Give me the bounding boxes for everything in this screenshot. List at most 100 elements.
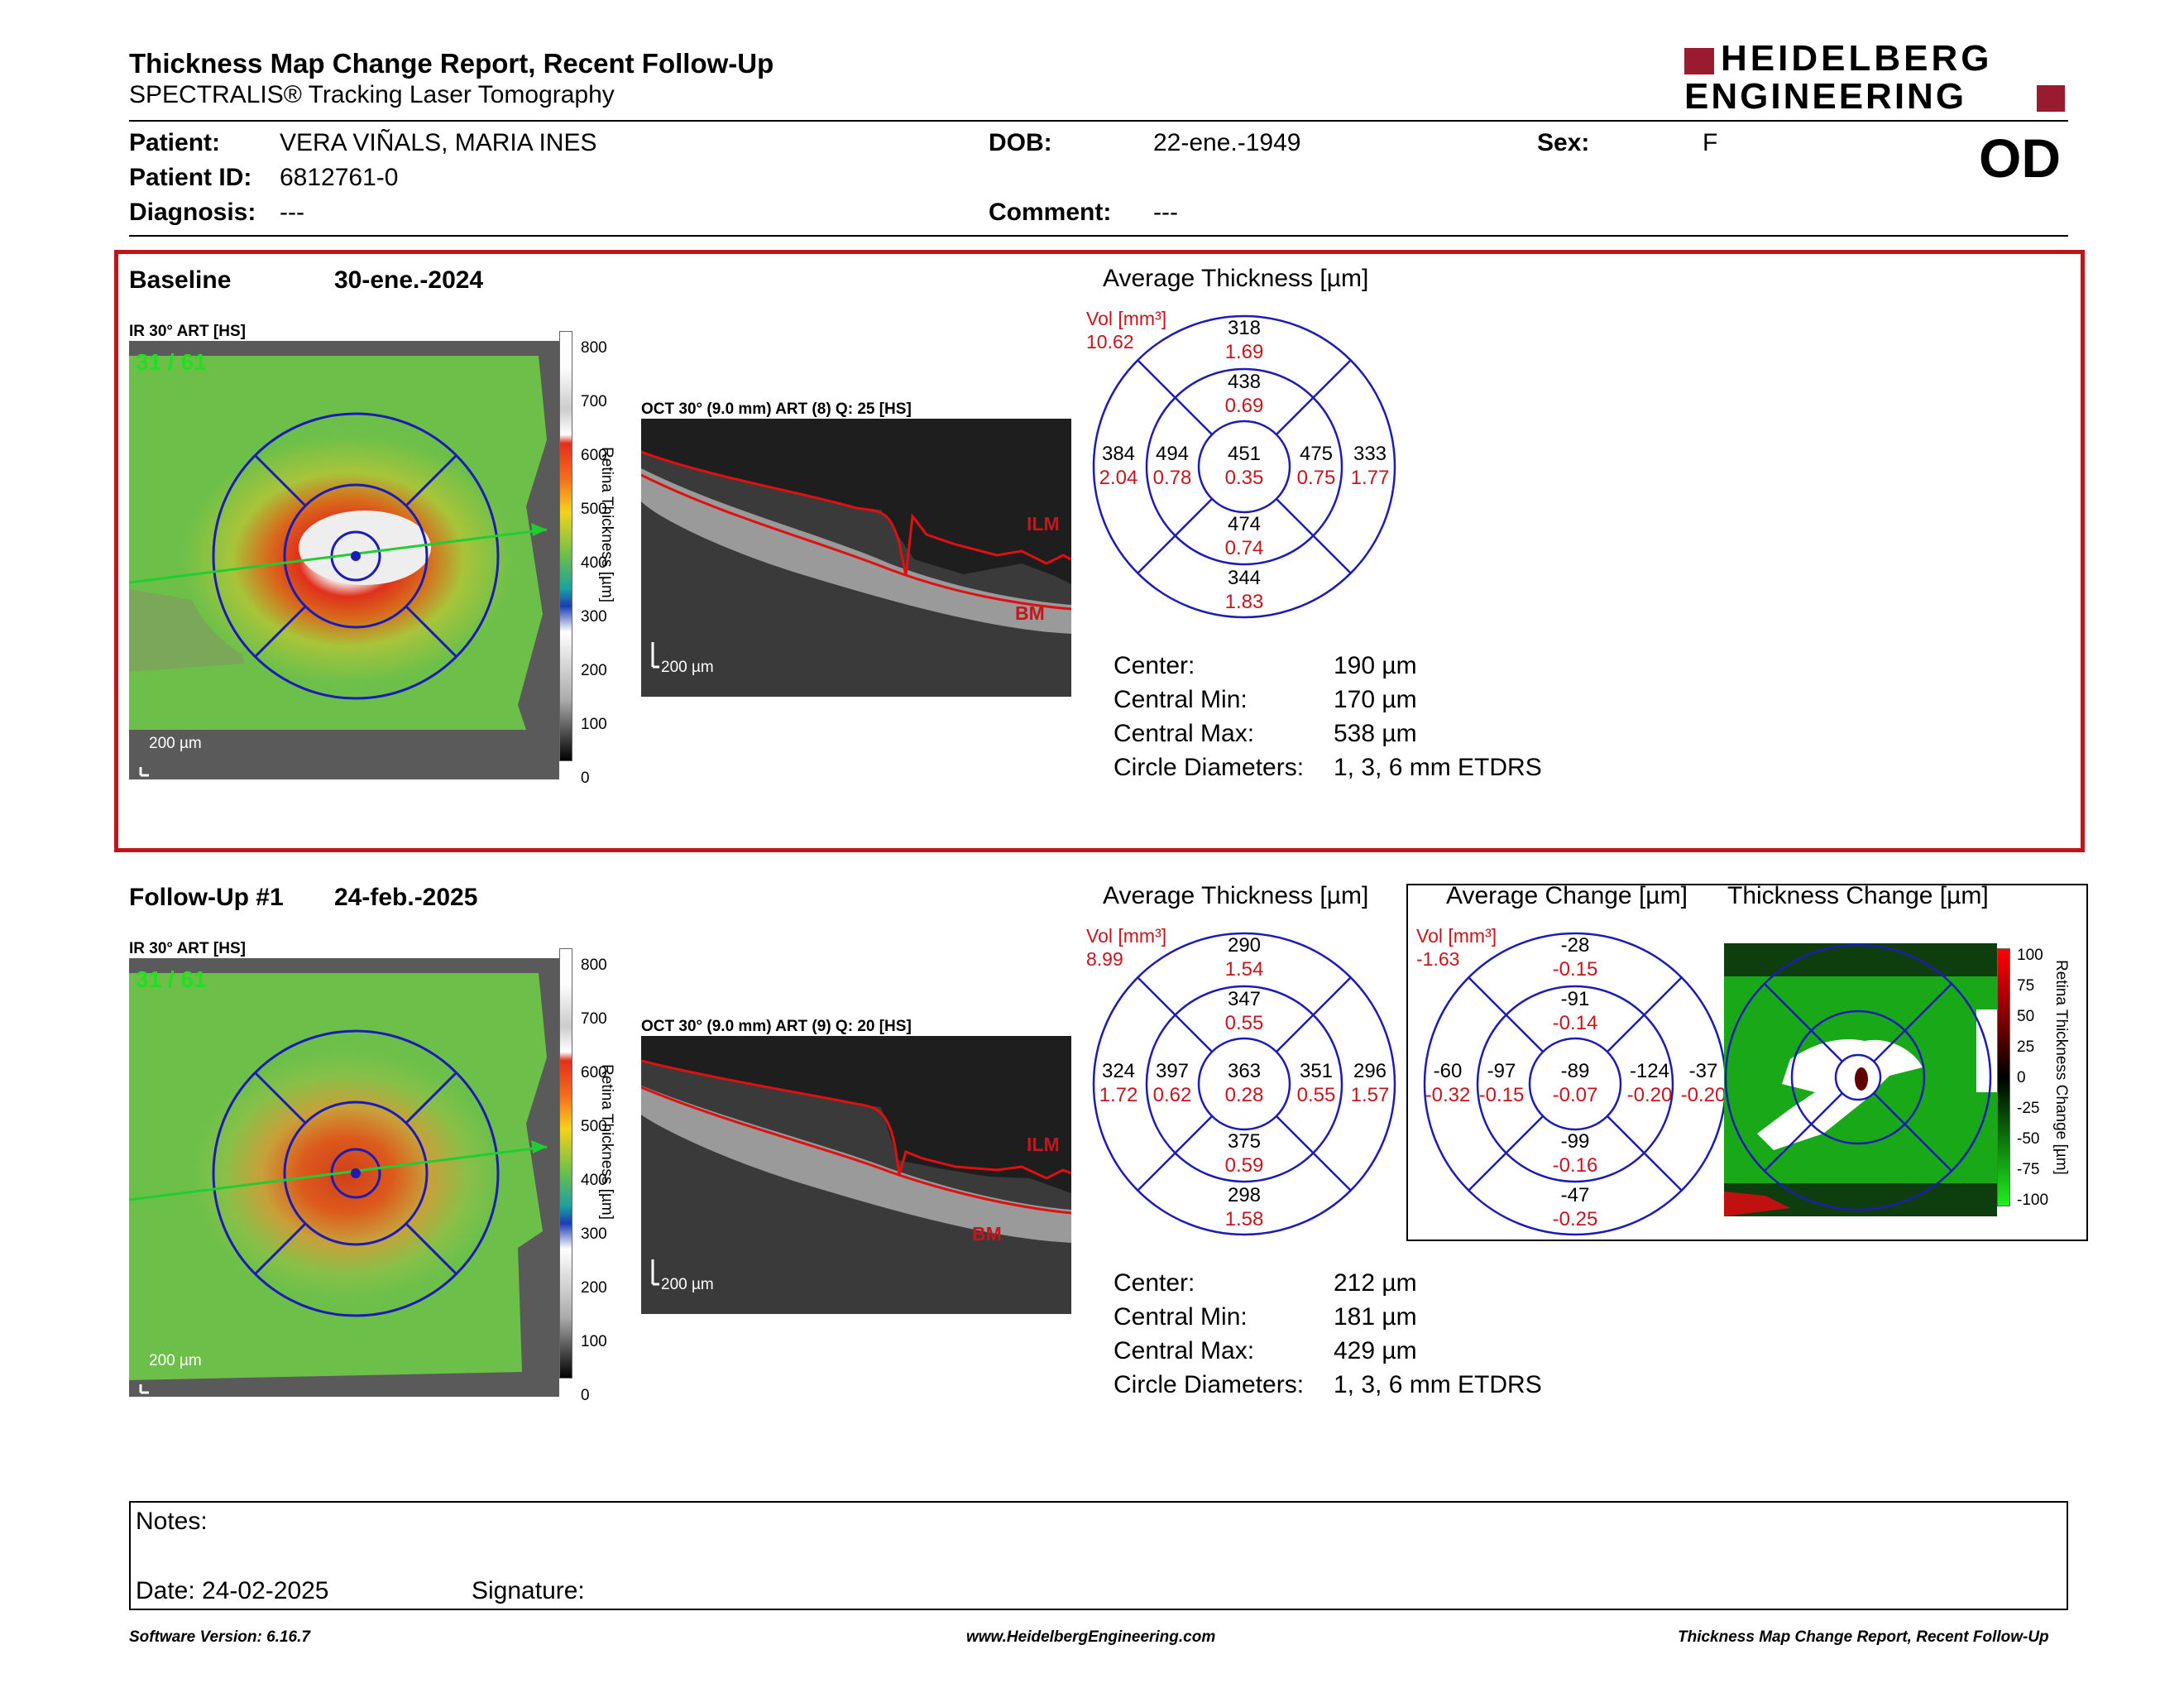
change-outer-bottom-vol: -0.25 — [1553, 1208, 1598, 1230]
followup-bm-label: BM — [972, 1223, 1002, 1244]
followup-colorbar-ticks: 800 700 600 500 400 300 200 100 0 — [581, 938, 607, 1422]
change-inner-bottom: -99 — [1561, 1130, 1590, 1153]
followup-inner-right: 351 — [1300, 1060, 1333, 1082]
followup-stat-max-label: Central Max: — [1114, 1337, 1255, 1364]
change-outer-top: -28 — [1561, 934, 1590, 957]
change-center-vol: -0.07 — [1553, 1084, 1598, 1106]
baseline-ir-label: IR 30° ART [HS] — [129, 323, 246, 340]
followup-outer-left-vol: 1.72 — [1099, 1084, 1138, 1106]
comment-label: Comment: — [989, 199, 1112, 226]
baseline-tick: 0 — [581, 770, 590, 787]
followup-inner-bottom: 375 — [1228, 1130, 1261, 1153]
baseline-vol-total: 10.62 — [1086, 331, 1134, 352]
followup-outer-right-vol: 1.57 — [1351, 1084, 1390, 1106]
followup-stat-min-value: 181 µm — [1334, 1303, 1417, 1331]
report-title: Thickness Map Change Report, Recent Foll… — [129, 48, 774, 79]
baseline-tick: 100 — [581, 716, 607, 733]
baseline-outer-top-vol: 1.69 — [1225, 341, 1264, 363]
followup-stat-center-value: 212 µm — [1334, 1269, 1417, 1297]
baseline-stat-max-label: Central Max: — [1114, 720, 1255, 747]
change-inner-bottom-vol: -0.16 — [1553, 1154, 1598, 1177]
followup-outer-top-vol: 1.54 — [1225, 958, 1264, 981]
followup-tick: 0 — [581, 1387, 590, 1404]
followup-inner-top-vol: 0.55 — [1225, 1012, 1264, 1034]
change-tick: -50 — [2017, 1130, 2040, 1148]
heidelberg-logo: HEIDELBERG ENGINEERING — [1684, 41, 2065, 117]
baseline-stat-diam-value: 1, 3, 6 mm ETDRS — [1334, 754, 1542, 781]
change-inner-right-vol: -0.20 — [1627, 1084, 1673, 1106]
followup-outer-bottom-vol: 1.58 — [1225, 1208, 1264, 1230]
followup-colorbar — [559, 948, 572, 1379]
followup-tick: 500 — [581, 1118, 607, 1135]
baseline-stat-max-value: 538 µm — [1334, 720, 1417, 747]
followup-outer-top: 290 — [1228, 934, 1261, 957]
change-inner-right: -124 — [1630, 1060, 1669, 1082]
change-outer-right: -37 — [1689, 1060, 1718, 1082]
baseline-center-vol: 0.35 — [1225, 467, 1264, 489]
thickness-change-map — [1724, 943, 1997, 1216]
change-avg-title: Average Change [µm] — [1446, 882, 1688, 909]
baseline-inner-left: 494 — [1156, 443, 1189, 465]
followup-oct-label: OCT 30° (9.0 mm) ART (9) Q: 20 [HS] — [641, 1018, 912, 1035]
change-section — [1406, 884, 2088, 1241]
baseline-vol-label: Vol [mm³] — [1086, 308, 1167, 329]
footer-report-name: Thickness Map Change Report, Recent Foll… — [1678, 1628, 2049, 1646]
followup-stat-max-value: 429 µm — [1334, 1337, 1417, 1364]
followup-oct-scan: ILM BM 200 µm — [641, 1036, 1071, 1314]
report-subtitle: SPECTRALIS® Tracking Laser Tomography — [129, 81, 615, 108]
baseline-tick: 600 — [581, 447, 607, 464]
baseline-frame-counter: 31 / 61 — [136, 349, 207, 375]
change-outer-top-vol: -0.15 — [1553, 958, 1598, 981]
baseline-fundus-scale: 200 µm — [149, 735, 202, 752]
baseline-colorbar-title: Retina Thickness [µm] — [598, 447, 615, 602]
baseline-oct-scale: 200 µm — [661, 659, 714, 676]
change-tick: -75 — [2017, 1161, 2040, 1178]
baseline-colorbar-ticks: 800 700 600 500 400 300 200 100 0 — [581, 321, 607, 805]
baseline-inner-top: 438 — [1228, 371, 1261, 393]
followup-stat-center-label: Center: — [1114, 1269, 1195, 1297]
followup-center: 363 — [1228, 1060, 1261, 1082]
change-tick: -25 — [2017, 1100, 2040, 1117]
change-colorbar — [1997, 948, 2010, 1206]
baseline-inner-top-vol: 0.69 — [1225, 395, 1264, 417]
diagnosis-label: Diagnosis: — [129, 199, 256, 226]
followup-fundus-scale: 200 µm — [149, 1352, 202, 1369]
change-colorbar-title: Retina Thickness Change [µm] — [2052, 960, 2070, 1175]
followup-frame-counter: 31 / 61 — [136, 966, 207, 992]
followup-ir-label: IR 30° ART [HS] — [129, 940, 246, 957]
patient-label: Patient: — [129, 129, 221, 156]
baseline-fundus-image: 31 / 61 200 µm — [128, 341, 559, 779]
baseline-outer-right: 333 — [1353, 443, 1387, 465]
change-outer-left-vol: -0.32 — [1425, 1084, 1471, 1106]
baseline-outer-right-vol: 1.77 — [1351, 467, 1390, 489]
followup-outer-right: 296 — [1353, 1060, 1387, 1082]
signature-label: Signature: — [472, 1577, 585, 1604]
followup-tick: 800 — [581, 957, 607, 974]
change-colorbar-ticks: 100 75 50 25 0 -25 -50 -75 -100 — [2017, 940, 2048, 1216]
baseline-stat-min-label: Central Min: — [1114, 686, 1248, 713]
baseline-oct-label: OCT 30° (9.0 mm) ART (8) Q: 25 [HS] — [641, 400, 912, 418]
patient-name: VERA VIÑALS, MARIA INES — [280, 129, 597, 156]
footer-website[interactable]: www.HeidelbergEngineering.com — [966, 1628, 1216, 1646]
baseline-inner-left-vol: 0.78 — [1153, 467, 1192, 489]
change-inner-left: -97 — [1487, 1060, 1516, 1082]
baseline-etdrs-grid: 318 1.69 438 0.69 384 2.04 494 0.78 451 … — [1092, 314, 1396, 619]
followup-inner-left: 397 — [1156, 1060, 1189, 1082]
followup-inner-left-vol: 0.62 — [1153, 1084, 1192, 1106]
logo-square-top — [1684, 48, 1714, 74]
baseline-outer-top: 318 — [1228, 317, 1261, 339]
baseline-oct-scan: ILM BM 200 µm — [641, 419, 1071, 697]
change-inner-left-vol: -0.15 — [1479, 1084, 1525, 1106]
sex-label: Sex: — [1537, 129, 1590, 156]
followup-stat-diam-label: Circle Diameters: — [1114, 1371, 1305, 1398]
baseline-avg-title: Average Thickness [µm] — [1103, 265, 1369, 292]
comment-value: --- — [1153, 199, 1178, 226]
baseline-tick: 500 — [581, 501, 607, 518]
patient-id: 6812761-0 — [280, 164, 399, 191]
notes-box[interactable] — [129, 1501, 2068, 1610]
baseline-inner-right: 475 — [1300, 443, 1333, 465]
change-tick: 25 — [2017, 1038, 2035, 1056]
baseline-outer-left-vol: 2.04 — [1099, 467, 1138, 489]
followup-vol-label: Vol [mm³] — [1086, 925, 1167, 947]
baseline-tick: 400 — [581, 554, 607, 572]
